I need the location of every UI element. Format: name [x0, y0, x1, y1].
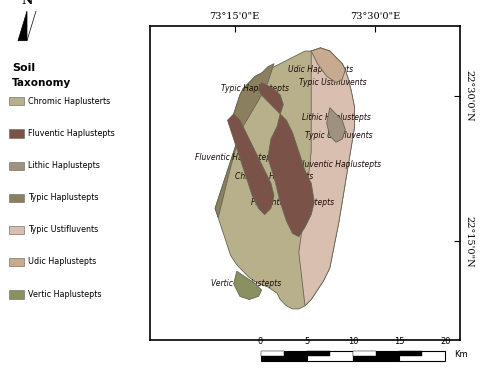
- Bar: [353, 351, 376, 356]
- Text: Taxonomy: Taxonomy: [12, 78, 72, 88]
- Text: Chromic Haplusterts: Chromic Haplusterts: [28, 97, 111, 105]
- Polygon shape: [299, 48, 354, 306]
- Bar: [9, 162, 24, 170]
- Polygon shape: [326, 108, 345, 142]
- Bar: [9, 194, 24, 202]
- Polygon shape: [18, 11, 27, 41]
- Bar: [260, 351, 306, 361]
- Bar: [9, 258, 24, 266]
- Text: 5: 5: [304, 337, 310, 346]
- Text: Fluventic Haplustepts: Fluventic Haplustepts: [251, 198, 334, 206]
- Polygon shape: [215, 48, 354, 309]
- Text: Udic Haplustepts: Udic Haplustepts: [28, 258, 97, 266]
- Bar: [260, 351, 283, 356]
- Text: Lithic Haplustepts: Lithic Haplustepts: [302, 112, 370, 122]
- Text: Km: Km: [454, 350, 468, 359]
- Text: Vertic Haplustepts: Vertic Haplustepts: [211, 279, 281, 288]
- Text: 20: 20: [440, 337, 450, 346]
- Text: 0: 0: [258, 337, 263, 346]
- Bar: [306, 351, 353, 361]
- Polygon shape: [228, 114, 274, 215]
- Polygon shape: [27, 11, 36, 41]
- Text: Typic Ustifluvents: Typic Ustifluvents: [299, 78, 366, 87]
- Bar: [9, 290, 24, 299]
- Text: Fluventic Haplustepts: Fluventic Haplustepts: [298, 160, 380, 169]
- Bar: [9, 226, 24, 234]
- Text: 15: 15: [394, 337, 404, 346]
- Text: 10: 10: [348, 337, 358, 346]
- Text: Chromic Haplusterts: Chromic Haplusterts: [235, 172, 313, 181]
- Polygon shape: [258, 83, 283, 114]
- Text: Udic Haplustepts: Udic Haplustepts: [288, 65, 353, 74]
- Text: Vertic Haplustepts: Vertic Haplustepts: [28, 290, 102, 299]
- Bar: [9, 130, 24, 138]
- Text: N: N: [22, 0, 32, 7]
- Text: Typic Haplustepts: Typic Haplustepts: [222, 84, 290, 93]
- Bar: [353, 351, 399, 361]
- Polygon shape: [234, 271, 262, 300]
- Polygon shape: [268, 114, 314, 237]
- Text: Typic Ustifluvents: Typic Ustifluvents: [306, 131, 373, 141]
- Text: Typic Ustifluvents: Typic Ustifluvents: [28, 225, 99, 234]
- Text: Lithic Haplustepts: Lithic Haplustepts: [28, 161, 101, 170]
- Bar: [399, 351, 422, 356]
- Bar: [399, 351, 446, 361]
- Bar: [9, 97, 24, 105]
- Text: Fluventic Haplustepts: Fluventic Haplustepts: [195, 154, 278, 162]
- Polygon shape: [215, 64, 274, 218]
- Text: Soil: Soil: [12, 63, 35, 73]
- Text: Typic Haplustepts: Typic Haplustepts: [28, 193, 99, 202]
- Bar: [306, 351, 330, 356]
- Polygon shape: [311, 48, 346, 83]
- Text: Fluventic Haplustepts: Fluventic Haplustepts: [28, 129, 115, 138]
